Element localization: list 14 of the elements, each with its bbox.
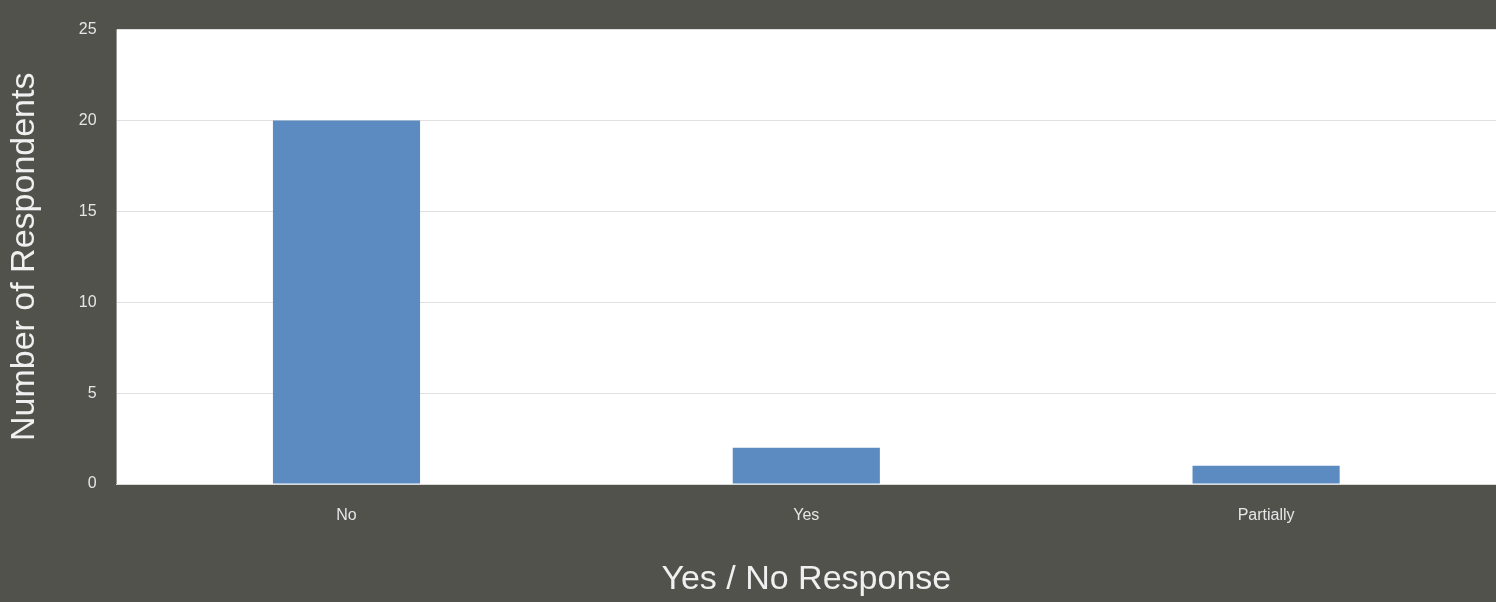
y-tick-label: 25: [78, 20, 97, 38]
y-tick-label: 0: [87, 474, 97, 492]
x-tick-label: Partially: [1237, 506, 1295, 524]
x-tick-label: No: [336, 506, 357, 524]
y-tick-label: 15: [78, 201, 97, 219]
y-tick-label: 10: [78, 292, 97, 310]
x-tick-label: Yes: [793, 506, 820, 524]
y-tick-label: 5: [87, 383, 97, 401]
x-axis-title: Yes / No Response: [661, 557, 952, 596]
bar: [1192, 465, 1340, 484]
y-tick-label: 20: [78, 110, 97, 128]
y-axis-title: Number of Respondents: [2, 72, 41, 442]
bar: [272, 120, 421, 484]
bar: [732, 447, 880, 484]
